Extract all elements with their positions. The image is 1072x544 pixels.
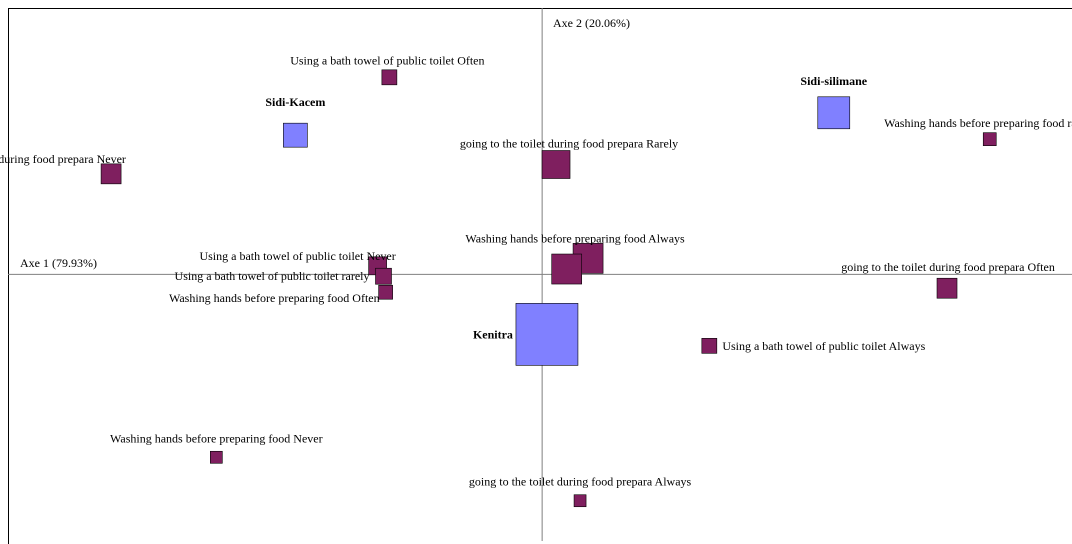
plot-frame <box>8 8 1072 544</box>
point-label-11: Washing hands before preparing food Ofte… <box>169 291 380 305</box>
point-label-7: Washing hands before preparing food Alwa… <box>465 231 685 245</box>
point-label-10: Using a bath towel of public toilet rare… <box>175 269 370 283</box>
modality-marker-11 <box>378 284 393 300</box>
point-label-3: Using a bath towel of public toilet Ofte… <box>290 53 484 67</box>
modality-marker-14 <box>573 494 587 508</box>
markers-layer <box>100 69 997 508</box>
modality-marker-10 <box>375 267 392 285</box>
point-label-9: going to the toilet during food prepara … <box>841 260 1055 274</box>
modality-marker-15 <box>551 253 583 285</box>
point-label-5: going to the toilet during food prepara … <box>0 152 126 166</box>
y-axis-label: Axe 2 (20.06%) <box>553 16 630 30</box>
point-label-8: Using a bath towel of public toilet Neve… <box>199 249 395 263</box>
modality-marker-6 <box>541 150 571 179</box>
point-label-1: Sidi-silimane <box>800 74 867 88</box>
point-label-0: Sidi-Kacem <box>265 95 325 109</box>
group-marker-1 <box>817 96 851 130</box>
modality-marker-13 <box>210 450 223 464</box>
group-marker-2 <box>515 303 579 366</box>
x-axis-label: Axe 1 (79.93%) <box>20 256 97 270</box>
group-marker-0 <box>283 122 308 148</box>
modality-marker-12 <box>701 338 718 354</box>
point-label-12: Using a bath towel of public toilet Alwa… <box>722 339 925 353</box>
modality-marker-4 <box>982 132 997 146</box>
modality-marker-5 <box>100 163 122 185</box>
labels-layer: Sidi-Kacem Sidi-silimane Kenitra Using a ba… <box>0 53 1072 488</box>
point-label-4: Washing hands before preparing food rare… <box>884 116 1072 130</box>
modality-marker-3 <box>381 69 398 86</box>
point-label-13: Washing hands before preparing food Neve… <box>110 431 323 445</box>
point-label-2: Kenitra <box>473 327 513 341</box>
point-label-6: going to the toilet during food prepara … <box>460 137 678 151</box>
point-label-14: going to the toilet during food prepara … <box>469 475 692 489</box>
modality-marker-9 <box>936 277 958 299</box>
